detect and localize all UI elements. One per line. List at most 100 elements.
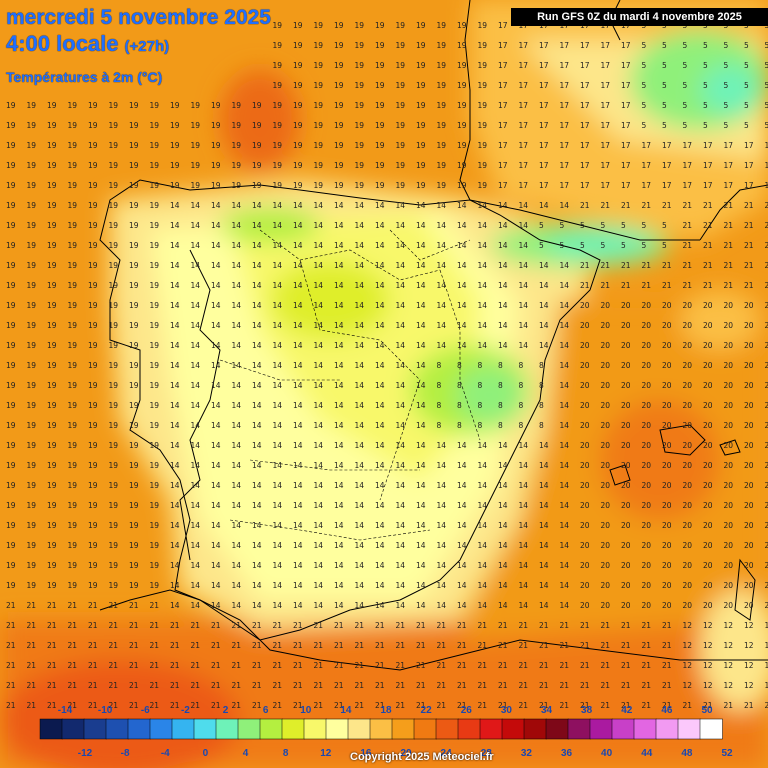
temp-value: 21 [191,681,201,690]
temp-value: 14 [437,281,447,290]
temp-value: 21 [642,201,652,210]
colorbar-swatch [589,718,613,740]
temp-value: 21 [498,681,508,690]
temp-value: 14 [293,421,303,430]
temp-value: 21 [47,701,57,710]
temp-value: 14 [334,481,344,490]
temp-value: 19 [355,181,365,190]
temp-value: 20 [724,481,734,490]
temp-value: 19 [293,181,303,190]
temp-value: 19 [375,81,385,90]
temp-value: 14 [396,421,406,430]
temp-value: 14 [314,401,324,410]
temp-value: 20 [621,321,631,330]
temp-value: 19 [6,321,16,330]
temp-value: 19 [375,121,385,130]
temp-value: 14 [232,421,242,430]
temp-value: 17 [621,181,631,190]
colorbar-swatch [61,718,85,740]
temp-value: 19 [170,161,180,170]
temp-value: 19 [88,461,98,470]
temp-value: 19 [129,161,139,170]
temp-value: 5 [724,121,729,130]
temp-value: 14 [416,521,426,530]
temp-value: 17 [621,61,631,70]
temp-value: 14 [334,421,344,430]
temp-value: 14 [293,601,303,610]
temp-value: 21 [580,641,590,650]
temp-value: 20 [642,581,652,590]
temp-value: 21 [621,681,631,690]
temp-value: 14 [334,521,344,530]
temp-value: 19 [27,181,37,190]
temp-value: 19 [27,561,37,570]
temp-value: 14 [457,601,467,610]
temp-value: 14 [293,321,303,330]
temp-value: 20 [703,401,713,410]
run-label: Run GFS 0Z du mardi 4 novembre 2025 [511,8,768,26]
temp-value: 14 [252,261,262,270]
temp-value: 5 [724,81,729,90]
temp-value: 19 [27,401,37,410]
temp-value: 20 [662,601,672,610]
temp-value: 14 [273,481,283,490]
temp-value: 14 [293,301,303,310]
temp-value: 19 [457,41,467,50]
temp-value: 12 [683,681,693,690]
temp-value: 14 [232,241,242,250]
temp-value: 14 [396,321,406,330]
temp-value: 19 [416,81,426,90]
temp-value: 19 [27,321,37,330]
temp-value: 19 [457,21,467,30]
temp-value: 17 [580,41,590,50]
temp-value: 14 [498,221,508,230]
temp-value: 20 [744,561,754,570]
colorbar-swatch [325,718,349,740]
colorbar-bottom-label: 32 [521,748,533,759]
temp-value: 21 [662,621,672,630]
temp-value: 19 [47,101,57,110]
temp-value: 14 [232,541,242,550]
temp-value: 20 [642,601,652,610]
temp-value: 14 [252,301,262,310]
temp-value: 14 [437,261,447,270]
temp-value: 5 [642,221,647,230]
temp-value: 21 [314,661,324,670]
temp-value: 14 [334,401,344,410]
temp-value: 5 [601,221,606,230]
temp-value: 20 [662,421,672,430]
temp-value: 21 [211,681,221,690]
temp-value: 21 [68,601,78,610]
temp-value: 8 [519,381,524,390]
temp-value: 19 [150,321,160,330]
temp-value: 5 [765,41,768,50]
temp-value: 19 [437,61,447,70]
temp-value: 12 [765,621,768,630]
temp-value: 14 [560,601,570,610]
temp-value: 19 [68,581,78,590]
temp-value: 14 [539,321,549,330]
temp-value: 20 [703,581,713,590]
temp-value: 19 [129,201,139,210]
temp-value: 19 [375,61,385,70]
temp-value: 20 [703,521,713,530]
temp-value: 20 [683,401,693,410]
temp-value: 20 [724,321,734,330]
temp-value: 5 [744,41,749,50]
temp-value: 14 [437,441,447,450]
temp-value: 14 [211,241,221,250]
temp-value: 21 [355,701,365,710]
temp-value: 20 [621,401,631,410]
temp-value: 14 [273,601,283,610]
temp-value: 21 [498,661,508,670]
temp-value: 21 [601,261,611,270]
temp-value: 19 [273,141,283,150]
temp-value: 5 [642,41,647,50]
temp-value: 19 [6,261,16,270]
temp-value: 19 [27,461,37,470]
temp-value: 14 [498,441,508,450]
temp-value: 19 [47,301,57,310]
temp-value: 20 [683,521,693,530]
temp-value: 20 [703,341,713,350]
temp-value: 20 [601,501,611,510]
